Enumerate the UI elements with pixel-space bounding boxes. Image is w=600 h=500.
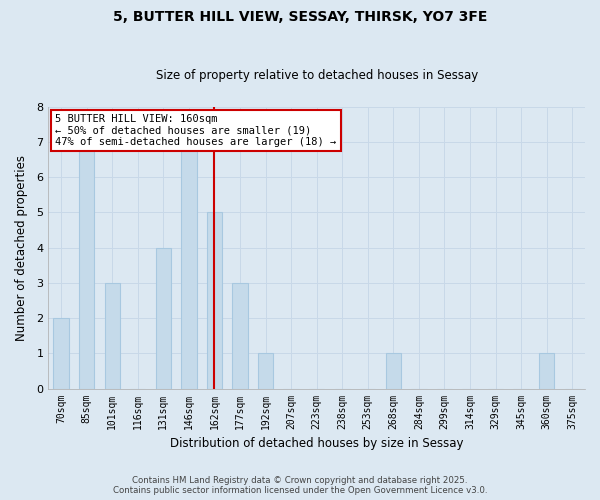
Bar [258, 354, 273, 388]
Bar [207, 212, 222, 388]
Bar [181, 142, 197, 388]
X-axis label: Distribution of detached houses by size in Sessay: Distribution of detached houses by size … [170, 437, 463, 450]
Y-axis label: Number of detached properties: Number of detached properties [15, 154, 28, 340]
Text: Contains HM Land Registry data © Crown copyright and database right 2025.
Contai: Contains HM Land Registry data © Crown c… [113, 476, 487, 495]
Bar [53, 318, 69, 388]
Bar [539, 354, 554, 388]
Text: 5, BUTTER HILL VIEW, SESSAY, THIRSK, YO7 3FE: 5, BUTTER HILL VIEW, SESSAY, THIRSK, YO7… [113, 10, 487, 24]
Title: Size of property relative to detached houses in Sessay: Size of property relative to detached ho… [155, 69, 478, 82]
Bar [104, 283, 120, 389]
Bar [232, 283, 248, 389]
Bar [155, 248, 171, 388]
Bar [79, 142, 94, 388]
Text: 5 BUTTER HILL VIEW: 160sqm
← 50% of detached houses are smaller (19)
47% of semi: 5 BUTTER HILL VIEW: 160sqm ← 50% of deta… [55, 114, 337, 147]
Bar [386, 354, 401, 388]
